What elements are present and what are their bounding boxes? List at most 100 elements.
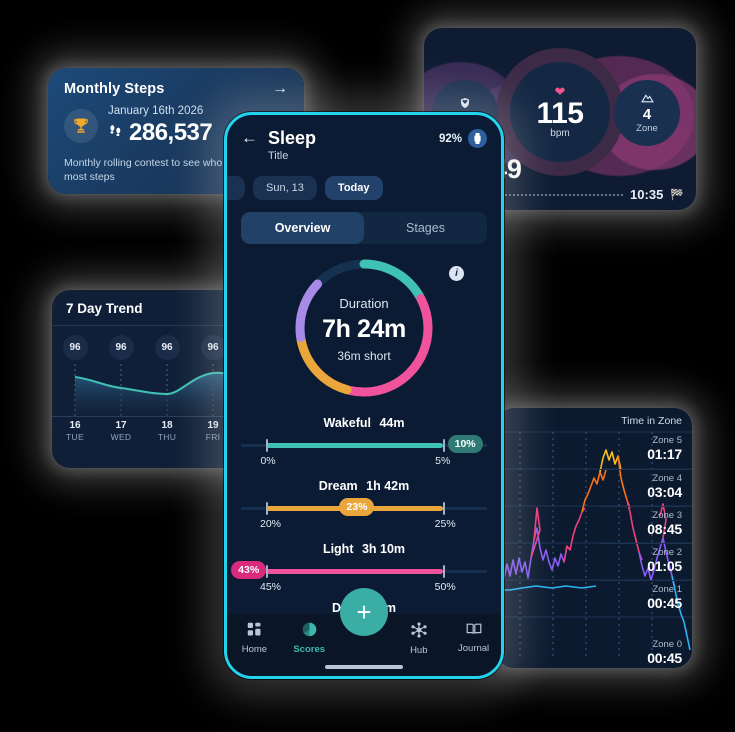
steps-card-body: January 16th 2026 286,537 (64, 105, 288, 147)
trend-score-bubble: 96 (200, 335, 226, 360)
bar-axis-labels: 0% 5% (241, 455, 487, 471)
range-end: 5% (435, 454, 451, 467)
duration-value: 7h 24m (322, 314, 406, 343)
stage-bar[interactable]: 43% (231, 560, 487, 579)
book-icon (466, 622, 482, 639)
zone-row-label: Zone 5 (652, 435, 682, 446)
duration-ring-area: Duration 7h 24m 36m short i (227, 252, 501, 414)
steps-count: 286,537 (129, 118, 213, 146)
zone-row-label: Zone 0 (652, 639, 682, 650)
axis-day: 16 (69, 420, 81, 431)
steps-date: January 16th 2026 (108, 105, 204, 117)
stage-badge: 23% (339, 497, 375, 516)
zone-label: Zone (636, 123, 658, 135)
bar-fill (265, 568, 443, 574)
bar-tick-start (265, 438, 268, 452)
screen-title: Sleep (268, 128, 317, 148)
shield-heart-icon (459, 97, 471, 112)
stage-dream: Dream 1h 42m 23% 20% 25% (227, 479, 501, 534)
stage-badge: 43% (231, 560, 267, 579)
axis-weekday: TUE (66, 431, 84, 442)
bar-tick-end (442, 501, 445, 515)
stage-bar[interactable]: 10% (241, 434, 487, 453)
date-chip[interactable]: Sun, 13 (253, 175, 317, 200)
axis-weekday: FRI (205, 431, 221, 442)
stage-amount: 1h 42m (366, 478, 410, 493)
steps-value-row: 286,537 (108, 118, 213, 147)
progress-dotted-line (438, 193, 624, 196)
range-end: 50% (434, 580, 456, 593)
target-time: 10:35 (630, 187, 664, 202)
date-chip-today[interactable]: Today (324, 175, 383, 200)
hub-icon (411, 622, 427, 641)
bar-axis-labels: 20% 25% (241, 518, 487, 534)
stage-name: Dream (318, 478, 358, 493)
date-chip-previous[interactable] (227, 175, 245, 200)
steps-description: Monthly rolling contest to see who gets … (64, 156, 263, 183)
axis-day: 19 (207, 420, 219, 431)
range-start: 20% (260, 517, 282, 530)
zone-row-value: 01:17 (647, 446, 682, 463)
range-end: 25% (434, 517, 456, 530)
time-in-zone-card[interactable]: Time in Zone Zone 5 01:17 Zone 4 03:04 Z… (496, 408, 692, 668)
steps-stat-block: January 16th 2026 286,537 (108, 105, 213, 147)
stage-heading: Light 3h 10m (241, 542, 487, 556)
nav-item-hub[interactable]: Hub (391, 622, 446, 656)
nav-item-journal[interactable]: Journal (446, 622, 501, 654)
tab-overview[interactable]: Overview (241, 211, 364, 244)
trophy-icon (64, 108, 98, 143)
duration-label: Duration (339, 295, 389, 311)
heart-rate-readout: ❤ 115 bpm (510, 62, 610, 162)
stage-light: Light 3h 10m 43% 45% 50% (227, 542, 501, 597)
zone-value: 4 (642, 105, 652, 123)
footprints-icon (108, 123, 123, 143)
zone-row-value: 00:45 (647, 650, 682, 667)
axis-day: 18 (161, 420, 173, 431)
bar-tick-start (265, 501, 268, 515)
pie-icon (302, 622, 317, 640)
nav-label: Scores (293, 644, 326, 655)
progress-footer: 10:35 🏁 (438, 187, 684, 202)
nav-label: Home (241, 644, 268, 655)
bar-tick-end (442, 564, 445, 578)
back-arrow-icon[interactable]: ← (241, 128, 258, 147)
trend-score-bubble: 96 (154, 335, 180, 360)
bar-axis-labels: 45% 50% (241, 581, 487, 597)
trend-title: 7 Day Trend (52, 290, 282, 326)
axis-day: 17 (115, 420, 127, 431)
bar-tick-end (442, 438, 445, 452)
trend-bubble-cell: 96 (98, 335, 144, 360)
trend-axis-tick: 19 FRI (190, 417, 236, 444)
arrow-right-icon[interactable]: → (272, 80, 288, 97)
zone-row-label: Zone 2 (652, 547, 682, 558)
stage-bar[interactable]: 23% (241, 497, 487, 516)
nav-label: Hub (410, 645, 428, 656)
info-icon[interactable]: i (449, 265, 464, 281)
grid-icon (247, 622, 262, 640)
trend-bubble-cell: 96 (52, 335, 98, 360)
range-start: 45% (260, 580, 282, 593)
tab-stages[interactable]: Stages (406, 220, 445, 235)
nav-item-home[interactable]: Home (227, 622, 282, 655)
watch-icon (468, 129, 487, 148)
range-start: 0% (260, 454, 276, 467)
heart-rate-value: 115 (536, 96, 584, 130)
phone-mockup: ← Sleep Title 92% Sun, 13 Today Ove (224, 112, 504, 679)
duration-readout: Duration 7h 24m 36m short (227, 296, 501, 363)
nav-item-scores[interactable]: Scores (282, 622, 337, 655)
zone-row: Zone 4 03:04 (600, 469, 692, 506)
zone-rows: Zone 5 01:17 Zone 4 03:04 Zone 3 08:45 Z… (600, 432, 692, 666)
tab-bar: Overview Stages (241, 211, 487, 244)
bar-fill (265, 442, 443, 448)
zone-row-value: 08:45 (647, 521, 682, 538)
add-button[interactable]: + (340, 588, 388, 636)
trend-bubble-cell: 96 (144, 335, 190, 360)
screen-subtitle: Title (268, 149, 289, 162)
zone-row-label: Zone 3 (652, 510, 682, 521)
trend-score-bubble: 96 (62, 335, 88, 360)
battery-indicator[interactable]: 92% (439, 129, 487, 148)
trend-axis-tick: 18 THU (144, 417, 190, 444)
axis-weekday: THU (157, 431, 177, 442)
trend-axis-tick: 17 WED (98, 417, 144, 444)
bar-tick-start (265, 564, 268, 578)
